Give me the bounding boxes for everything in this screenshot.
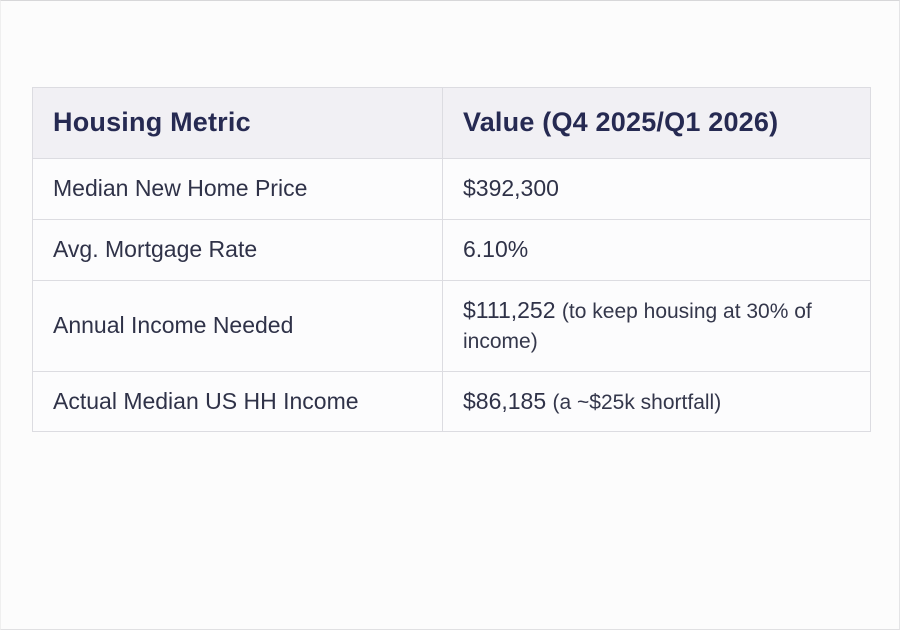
value-main: 6.10% <box>463 235 529 262</box>
table-row: Annual Income Needed $111,252 (to keep h… <box>32 279 871 372</box>
value-main: $392,300 <box>463 175 559 201</box>
value-cell-median-new-home-price: $392,300 <box>442 158 871 220</box>
housing-metrics-table-container: Housing Metric Value (Q4 2025/Q1 2026) M… <box>32 87 871 433</box>
metric-cell-actual-median-us-hh-income: Actual Median US HH Income <box>32 370 443 433</box>
table-body: Median New Home Price $392,300 Avg. Mort… <box>32 158 871 433</box>
table-row: Actual Median US HH Income $86,185 (a ~$… <box>32 370 871 433</box>
value-main: $86,185 <box>463 387 547 414</box>
value-note: (a ~$25k shortfall) <box>552 390 722 414</box>
metric-cell-annual-income-needed: Annual Income Needed <box>32 279 443 372</box>
value-cell-annual-income-needed: $111,252 (to keep housing at 30% of inco… <box>442 279 871 372</box>
value-main: $111,252 <box>463 296 556 323</box>
table-row: Avg. Mortgage Rate 6.10% <box>32 218 871 281</box>
value-cell-avg-mortgage-rate: 6.10% <box>442 218 871 281</box>
value-note: (to keep housing at 30% of income) <box>463 299 812 353</box>
column-header-value: Value (Q4 2025/Q1 2026) <box>442 87 871 159</box>
metric-cell-median-new-home-price: Median New Home Price <box>32 158 443 220</box>
metric-cell-avg-mortgage-rate: Avg. Mortgage Rate <box>32 218 443 281</box>
table-header: Housing Metric Value (Q4 2025/Q1 2026) <box>32 87 871 159</box>
housing-metrics-table: Housing Metric Value (Q4 2025/Q1 2026) M… <box>32 87 871 433</box>
header-row: Housing Metric Value (Q4 2025/Q1 2026) <box>32 87 871 159</box>
table-row: Median New Home Price $392,300 <box>32 158 871 220</box>
value-cell-actual-median-us-hh-income: $86,185 (a ~$25k shortfall) <box>442 370 871 433</box>
column-header-housing-metric: Housing Metric <box>32 87 443 159</box>
